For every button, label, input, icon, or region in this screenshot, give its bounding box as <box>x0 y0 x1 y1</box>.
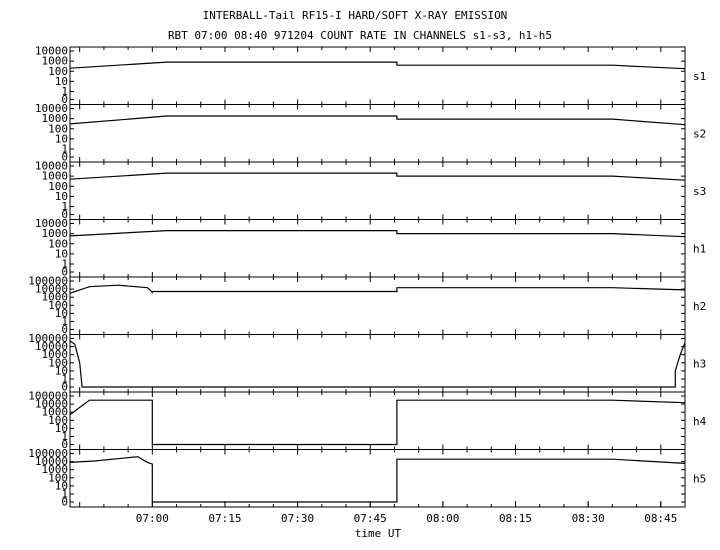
y-tick-label: 100 <box>48 122 68 135</box>
y-tick-label: 1000 <box>42 463 69 476</box>
panel-label-h1: h1 <box>693 242 706 255</box>
y-tick-label: 10 <box>55 364 68 377</box>
x-tick-label: 07:45 <box>354 512 387 525</box>
panel-frame-s3 <box>69 161 686 220</box>
y-tick-label: 10 <box>55 132 68 145</box>
y-tick-label: 100 <box>48 356 68 369</box>
y-tick-label: 1000 <box>42 55 69 68</box>
x-axis-label: time UT <box>355 527 402 540</box>
y-tick-label: 1 <box>61 143 68 156</box>
y-tick-label: 1000 <box>42 406 69 419</box>
series-line-h4 <box>69 399 686 446</box>
y-tick-label: 100 <box>48 180 68 193</box>
chart-subtitle: RBT 07:00 08:40 971204 COUNT RATE IN CHA… <box>168 29 552 42</box>
y-tick-label: 10 <box>55 307 68 320</box>
y-tick-label: 1 <box>61 430 68 443</box>
series-line-h5 <box>69 456 686 503</box>
series-line-h2 <box>69 284 686 294</box>
y-tick-label: 100 <box>48 299 68 312</box>
y-tick-label: 100 <box>48 471 68 484</box>
y-tick-label: 10 <box>55 247 68 260</box>
panel-frame-h1 <box>69 219 686 278</box>
y-tick-label: 100 <box>48 414 68 427</box>
y-tick-label: 100000 <box>28 447 68 460</box>
y-tick-label: 0 <box>61 208 68 221</box>
panel-stack: 1000010001001010s11000010001001010s21000… <box>28 45 706 509</box>
y-tick-label: 0 <box>61 381 68 394</box>
panel-label-s3: s3 <box>693 185 706 198</box>
x-tick-label: 08:00 <box>426 512 459 525</box>
y-tick-label: 10 <box>55 75 68 88</box>
y-tick-label: 10000 <box>35 102 68 115</box>
y-tick-label: 10 <box>55 190 68 203</box>
series-line-h1 <box>69 230 686 238</box>
y-tick-label: 100000 <box>28 332 68 345</box>
panel-frame-s2 <box>69 104 686 163</box>
panel-label-s2: s2 <box>693 127 706 140</box>
series-line-s3 <box>69 172 686 181</box>
panel-label-h3: h3 <box>693 357 706 370</box>
y-tick-label: 10000 <box>35 455 68 468</box>
series-line-s2 <box>69 115 686 126</box>
time-axis: 07:00 07:15 07:30 07:45 08:00 08:15 08:30 08:45 <box>136 501 677 525</box>
y-tick-label: 1 <box>61 315 68 328</box>
y-tick-label: 10000 <box>35 398 68 411</box>
x-tick-label: 08:15 <box>499 512 532 525</box>
y-tick-label: 1000 <box>42 112 69 125</box>
x-tick-label: 07:00 <box>136 512 169 525</box>
panel-frame-h3 <box>69 334 686 393</box>
y-tick-label: 0 <box>61 496 68 509</box>
y-tick-label: 1 <box>61 200 68 213</box>
y-tick-label: 100 <box>48 65 68 78</box>
y-tick-label: 1 <box>61 373 68 386</box>
y-tick-label: 10000 <box>35 283 68 296</box>
y-tick-label: 10000 <box>35 160 68 173</box>
x-tick-label: 07:15 <box>208 512 241 525</box>
y-tick-label: 1 <box>61 85 68 98</box>
y-tick-label: 100000 <box>28 275 68 288</box>
panel-label-h4: h4 <box>693 415 707 428</box>
panel-frame-h2 <box>69 276 686 335</box>
y-tick-label: 0 <box>61 438 68 451</box>
x-tick-label: 07:30 <box>281 512 314 525</box>
series-line-s1 <box>69 61 686 70</box>
y-tick-label: 0 <box>61 323 68 336</box>
y-tick-label: 10 <box>55 479 68 492</box>
y-tick-label: 10000 <box>35 45 68 58</box>
y-tick-label: 1000 <box>42 291 69 304</box>
y-tick-label: 1 <box>61 258 68 271</box>
y-tick-label: 100000 <box>28 390 68 403</box>
panel-label-h5: h5 <box>693 472 706 485</box>
y-tick-label: 1000 <box>42 227 69 240</box>
x-tick-label: 08:45 <box>644 512 677 525</box>
y-tick-label: 10000 <box>35 217 68 230</box>
panel-frame-h5 <box>69 449 686 508</box>
y-tick-label: 0 <box>61 266 68 279</box>
x-tick-label: 08:30 <box>572 512 605 525</box>
series-line-h3 <box>69 340 686 388</box>
y-tick-label: 1 <box>61 488 68 501</box>
y-tick-label: 100 <box>48 237 68 250</box>
y-tick-label: 1000 <box>42 170 69 183</box>
chart-title: INTERBALL-Tail RF15-I HARD/SOFT X-RAY EM… <box>203 9 508 22</box>
y-tick-label: 1000 <box>42 348 69 361</box>
y-tick-label: 10 <box>55 422 68 435</box>
panel-label-h2: h2 <box>693 300 706 313</box>
y-tick-label: 0 <box>61 93 68 106</box>
panel-label-s1: s1 <box>693 70 706 83</box>
panel-frame-s1 <box>69 46 686 105</box>
y-tick-label: 10000 <box>35 340 68 353</box>
y-tick-label: 0 <box>61 151 68 164</box>
